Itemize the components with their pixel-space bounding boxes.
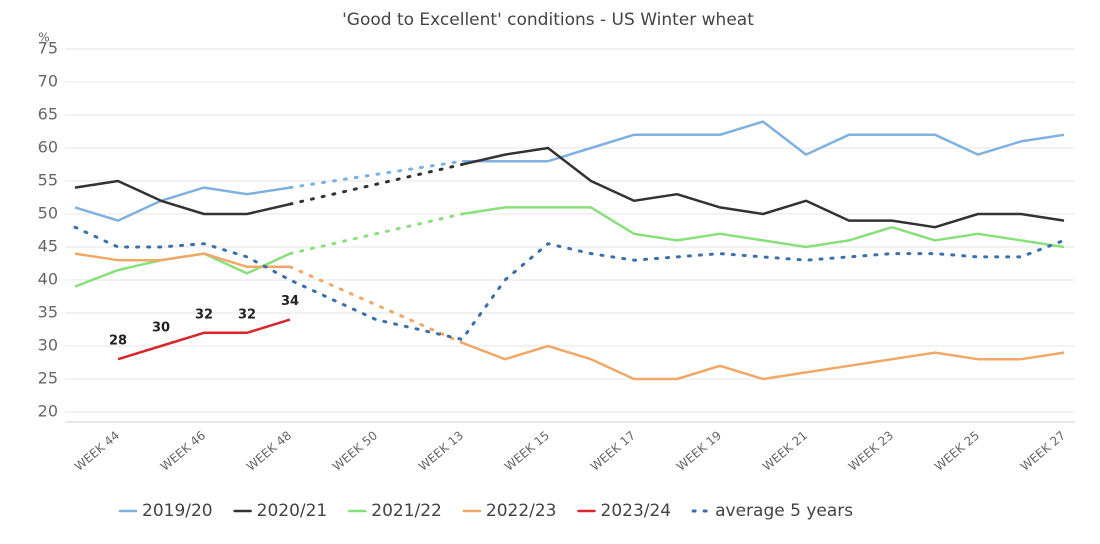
legend-label: 2019/20 <box>142 501 213 521</box>
y-tick-label: 40 <box>38 270 58 289</box>
legend-item: average 5 years <box>691 501 853 521</box>
y-tick-label: 25 <box>38 369 58 388</box>
y-tick-label: 30 <box>38 336 58 355</box>
data-label: 32 <box>195 307 213 322</box>
y-tick-label: 45 <box>38 237 58 256</box>
series-line <box>74 146 1065 229</box>
legend-item: 2020/21 <box>233 501 328 521</box>
y-tick-label: 70 <box>38 72 58 91</box>
chart-title: 'Good to Excellent' conditions - US Wint… <box>342 10 754 30</box>
data-label: 32 <box>238 307 256 322</box>
series-line <box>117 318 291 361</box>
y-tick-label: 35 <box>38 303 58 322</box>
gap-connector <box>288 212 464 256</box>
legend-item: 2021/22 <box>348 501 442 521</box>
legend-label: 2021/22 <box>371 501 442 521</box>
series-line <box>74 252 1065 381</box>
legend-item: 2023/24 <box>577 501 672 521</box>
legend-label: 2023/24 <box>601 501 672 521</box>
data-label: 28 <box>109 334 127 349</box>
gap-connector <box>288 265 464 345</box>
gap-connector <box>288 163 464 206</box>
gap-connector <box>288 159 464 190</box>
legend-label: 2020/21 <box>257 501 328 521</box>
series-line <box>74 120 1065 222</box>
y-tick-label: 55 <box>38 171 58 190</box>
legend-label: average 5 years <box>715 501 853 521</box>
y-tick-label: 50 <box>38 204 58 223</box>
data-label: 30 <box>152 321 170 336</box>
y-tick-label: 75 <box>38 39 58 58</box>
data-label: 34 <box>281 294 299 309</box>
y-unit: % <box>38 31 49 45</box>
legend-item: 2019/20 <box>118 501 213 521</box>
y-tick-label: 60 <box>38 138 58 157</box>
y-tick-label: 20 <box>38 402 58 421</box>
legend-item: 2022/23 <box>462 501 557 521</box>
series-line <box>73 225 1066 341</box>
legend-label: 2022/23 <box>486 501 557 521</box>
y-tick-label: 65 <box>38 105 58 124</box>
